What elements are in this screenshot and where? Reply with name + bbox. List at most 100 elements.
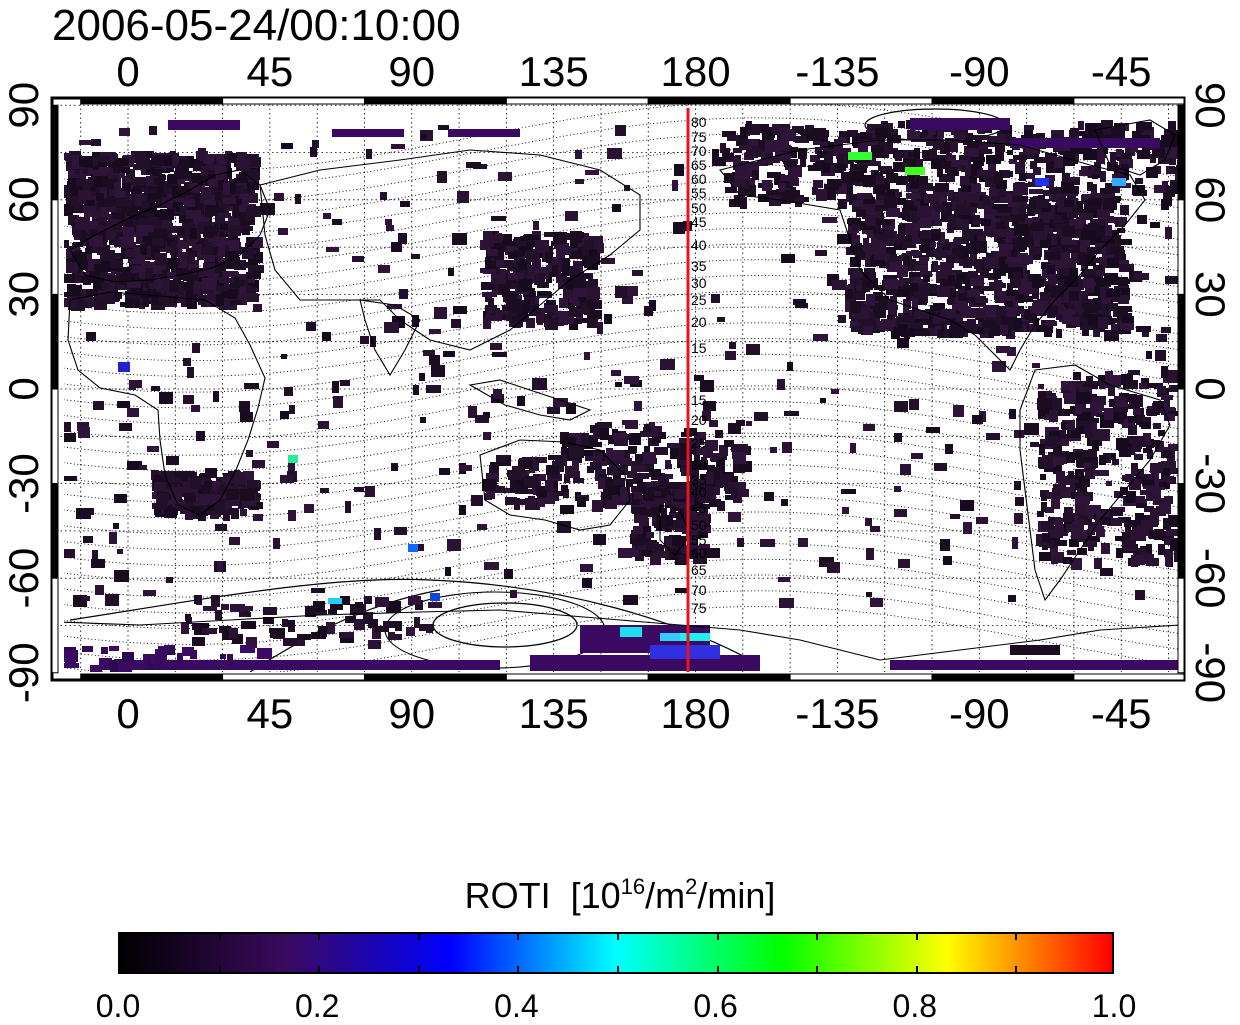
roti-cell bbox=[819, 557, 834, 567]
roti-cell bbox=[181, 196, 188, 201]
roti-cell bbox=[1055, 146, 1070, 151]
roti-cell bbox=[488, 298, 494, 307]
roti-cell bbox=[1108, 384, 1115, 396]
roti-cell bbox=[702, 527, 711, 532]
roti-cell bbox=[615, 382, 622, 387]
roti-cell bbox=[887, 123, 893, 129]
roti-cell bbox=[1051, 552, 1058, 564]
roti-cell bbox=[263, 617, 274, 624]
roti-cell bbox=[606, 448, 613, 456]
roti-cell bbox=[770, 447, 777, 453]
roti-cell bbox=[838, 137, 847, 143]
roti-cell bbox=[447, 539, 461, 551]
roti-cell bbox=[847, 130, 858, 137]
roti-cell bbox=[360, 336, 369, 344]
roti-cell bbox=[614, 437, 628, 446]
roti-cell bbox=[699, 509, 708, 515]
roti-cell bbox=[968, 245, 978, 252]
roti-cell bbox=[1115, 536, 1122, 541]
roti-cell bbox=[917, 298, 927, 305]
roti-cell bbox=[1088, 223, 1101, 231]
roti-cell bbox=[482, 479, 496, 491]
roti-cell bbox=[108, 219, 120, 224]
roti-cell bbox=[736, 420, 745, 426]
roti-cell bbox=[1158, 430, 1165, 436]
roti-cell bbox=[175, 471, 188, 482]
roti-cell bbox=[932, 155, 947, 160]
roti-cell bbox=[975, 241, 986, 253]
roti-cell bbox=[1071, 528, 1079, 539]
roti-cell bbox=[960, 500, 974, 511]
axis-bar-top bbox=[931, 97, 1075, 105]
roti-cell bbox=[1070, 482, 1076, 494]
roti-cell bbox=[563, 489, 569, 498]
roti-cell bbox=[898, 265, 908, 277]
roti-cell bbox=[326, 622, 335, 634]
roti-cell bbox=[942, 244, 954, 250]
roti-cell bbox=[323, 213, 331, 219]
roti-cell bbox=[482, 292, 497, 297]
roti-cell bbox=[632, 549, 639, 557]
roti-cell bbox=[546, 300, 556, 305]
roti-cell bbox=[1076, 519, 1084, 530]
roti-cell bbox=[820, 142, 828, 150]
roti-cell bbox=[632, 270, 643, 276]
roti-cell bbox=[1075, 496, 1090, 504]
roti-cell bbox=[545, 494, 555, 504]
roti-cell bbox=[816, 189, 827, 201]
roti-cell bbox=[330, 600, 343, 610]
roti-cell bbox=[774, 174, 785, 185]
roti-cell bbox=[644, 497, 659, 507]
roti-cell bbox=[1109, 509, 1123, 516]
axis-bar-top bbox=[505, 97, 649, 105]
roti-cell bbox=[120, 302, 132, 307]
roti-cell bbox=[483, 269, 497, 274]
roti-cell bbox=[206, 296, 218, 306]
roti-cell bbox=[1059, 311, 1072, 322]
roti-cell bbox=[798, 538, 808, 547]
roti-cell bbox=[1096, 412, 1110, 417]
roti-cell bbox=[642, 550, 652, 556]
roti-cell bbox=[311, 588, 325, 593]
roti-cell bbox=[1082, 309, 1089, 318]
roti-cell bbox=[1054, 224, 1066, 230]
colorbar-tick bbox=[417, 966, 420, 972]
roti-cell bbox=[91, 559, 105, 568]
roti-cell bbox=[911, 315, 924, 324]
roti-cell bbox=[216, 286, 229, 291]
roti-cell bbox=[130, 272, 141, 280]
roti-cell bbox=[1073, 372, 1081, 380]
roti-cell bbox=[1132, 527, 1139, 535]
roti-cell bbox=[559, 247, 568, 253]
roti-cell bbox=[1136, 326, 1151, 332]
roti-cell bbox=[113, 523, 119, 529]
roti-cell bbox=[1048, 306, 1058, 315]
roti-cell bbox=[631, 465, 645, 472]
roti-cell bbox=[201, 166, 208, 176]
roti-cell bbox=[983, 171, 998, 180]
roti-cell bbox=[90, 246, 105, 252]
roti-cell bbox=[956, 314, 963, 322]
roti-cell bbox=[1163, 195, 1172, 206]
roti-cell bbox=[965, 165, 971, 176]
roti-cell bbox=[670, 506, 676, 513]
roti-cell bbox=[686, 486, 694, 497]
roti-cell bbox=[92, 550, 98, 559]
roti-cell-highlight bbox=[848, 152, 872, 160]
roti-cell bbox=[1015, 162, 1025, 174]
roti-cell bbox=[931, 158, 946, 169]
roti-cell bbox=[733, 148, 742, 153]
roti-cell bbox=[888, 303, 896, 315]
roti-cell bbox=[1050, 212, 1064, 223]
roti-cell bbox=[148, 232, 162, 237]
roti-cell bbox=[1104, 330, 1119, 341]
roti-cell bbox=[429, 329, 441, 334]
roti-cell bbox=[948, 217, 961, 227]
roti-cell bbox=[711, 294, 720, 303]
roti-cell bbox=[1014, 513, 1023, 524]
roti-cell bbox=[932, 200, 939, 209]
roti-cell bbox=[490, 343, 502, 350]
roti-cell bbox=[1155, 447, 1168, 452]
roti-cell bbox=[1116, 279, 1130, 284]
roti-cell bbox=[635, 515, 648, 520]
